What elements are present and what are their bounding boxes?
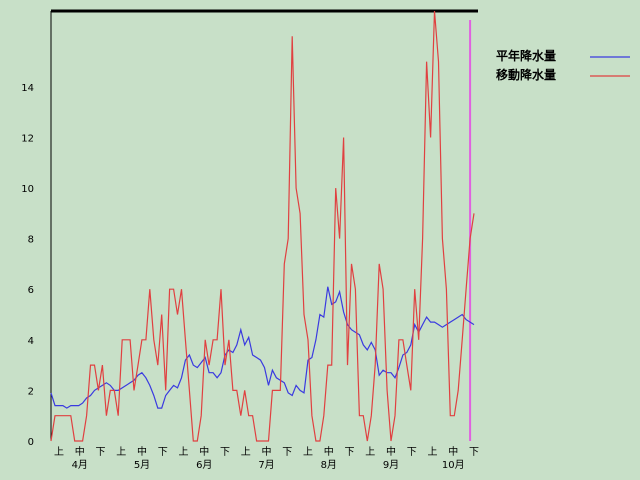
x-period-tick: 中 xyxy=(75,445,85,458)
x-period-tick: 上 xyxy=(241,446,251,458)
x-month-label: 5月 xyxy=(134,459,150,471)
x-period-tick: 下 xyxy=(345,447,355,458)
legend-label-moving: 移動降水量 xyxy=(496,67,556,82)
x-period-tick: 下 xyxy=(158,447,168,458)
x-period-tick: 下 xyxy=(407,447,417,458)
y-tick-label: 14 xyxy=(21,83,34,94)
y-tick-label: 0 xyxy=(28,437,34,448)
x-month-label: 9月 xyxy=(383,459,399,471)
x-month-label: 8月 xyxy=(321,459,337,471)
y-tick-label: 4 xyxy=(28,336,34,347)
y-tick-label: 8 xyxy=(28,235,34,246)
series-layer xyxy=(50,10,475,442)
x-period-tick: 中 xyxy=(324,445,334,458)
series-line-normal xyxy=(50,286,475,409)
x-period-tick: 上 xyxy=(179,446,189,458)
y-tick-label: 2 xyxy=(28,386,34,397)
y-tick-label: 12 xyxy=(21,133,34,144)
legend: 平年降水量 移動降水量 xyxy=(496,48,630,82)
x-period-tick: 下 xyxy=(96,447,106,458)
x-period-tick: 上 xyxy=(303,446,313,458)
legend-label-normal: 平年降水量 xyxy=(496,48,556,63)
x-period-tick: 中 xyxy=(448,445,458,458)
x-period-tick: 中 xyxy=(137,445,147,458)
x-month-label: 7月 xyxy=(258,459,274,471)
x-period-tick: 中 xyxy=(199,445,209,458)
y-tick-label: 6 xyxy=(28,285,34,296)
x-period-tick: 下 xyxy=(220,447,230,458)
x-period-tick: 上 xyxy=(116,446,126,458)
x-period-tick: 上 xyxy=(428,446,438,458)
x-month-label: 6月 xyxy=(196,459,212,471)
x-period-tick: 下 xyxy=(282,447,292,458)
series-line-moving xyxy=(50,10,475,442)
x-month-label: 4月 xyxy=(72,459,88,471)
x-period-tick: 中 xyxy=(386,445,396,458)
y-tick-label: 10 xyxy=(21,184,34,195)
x-axis-ticks: 上中下上中下上中下上中下上中下上中下上中下4月 5月 6月 7月 8月 9月 10月 xyxy=(54,445,479,471)
x-period-tick: 上 xyxy=(54,446,64,458)
x-month-label: 10月 xyxy=(442,459,465,471)
x-period-tick: 中 xyxy=(262,445,272,458)
x-period-tick: 上 xyxy=(365,446,375,458)
x-period-tick: 下 xyxy=(469,447,479,458)
y-axis-ticks: 0 2 4 6 8 10 12 14 xyxy=(21,83,34,448)
